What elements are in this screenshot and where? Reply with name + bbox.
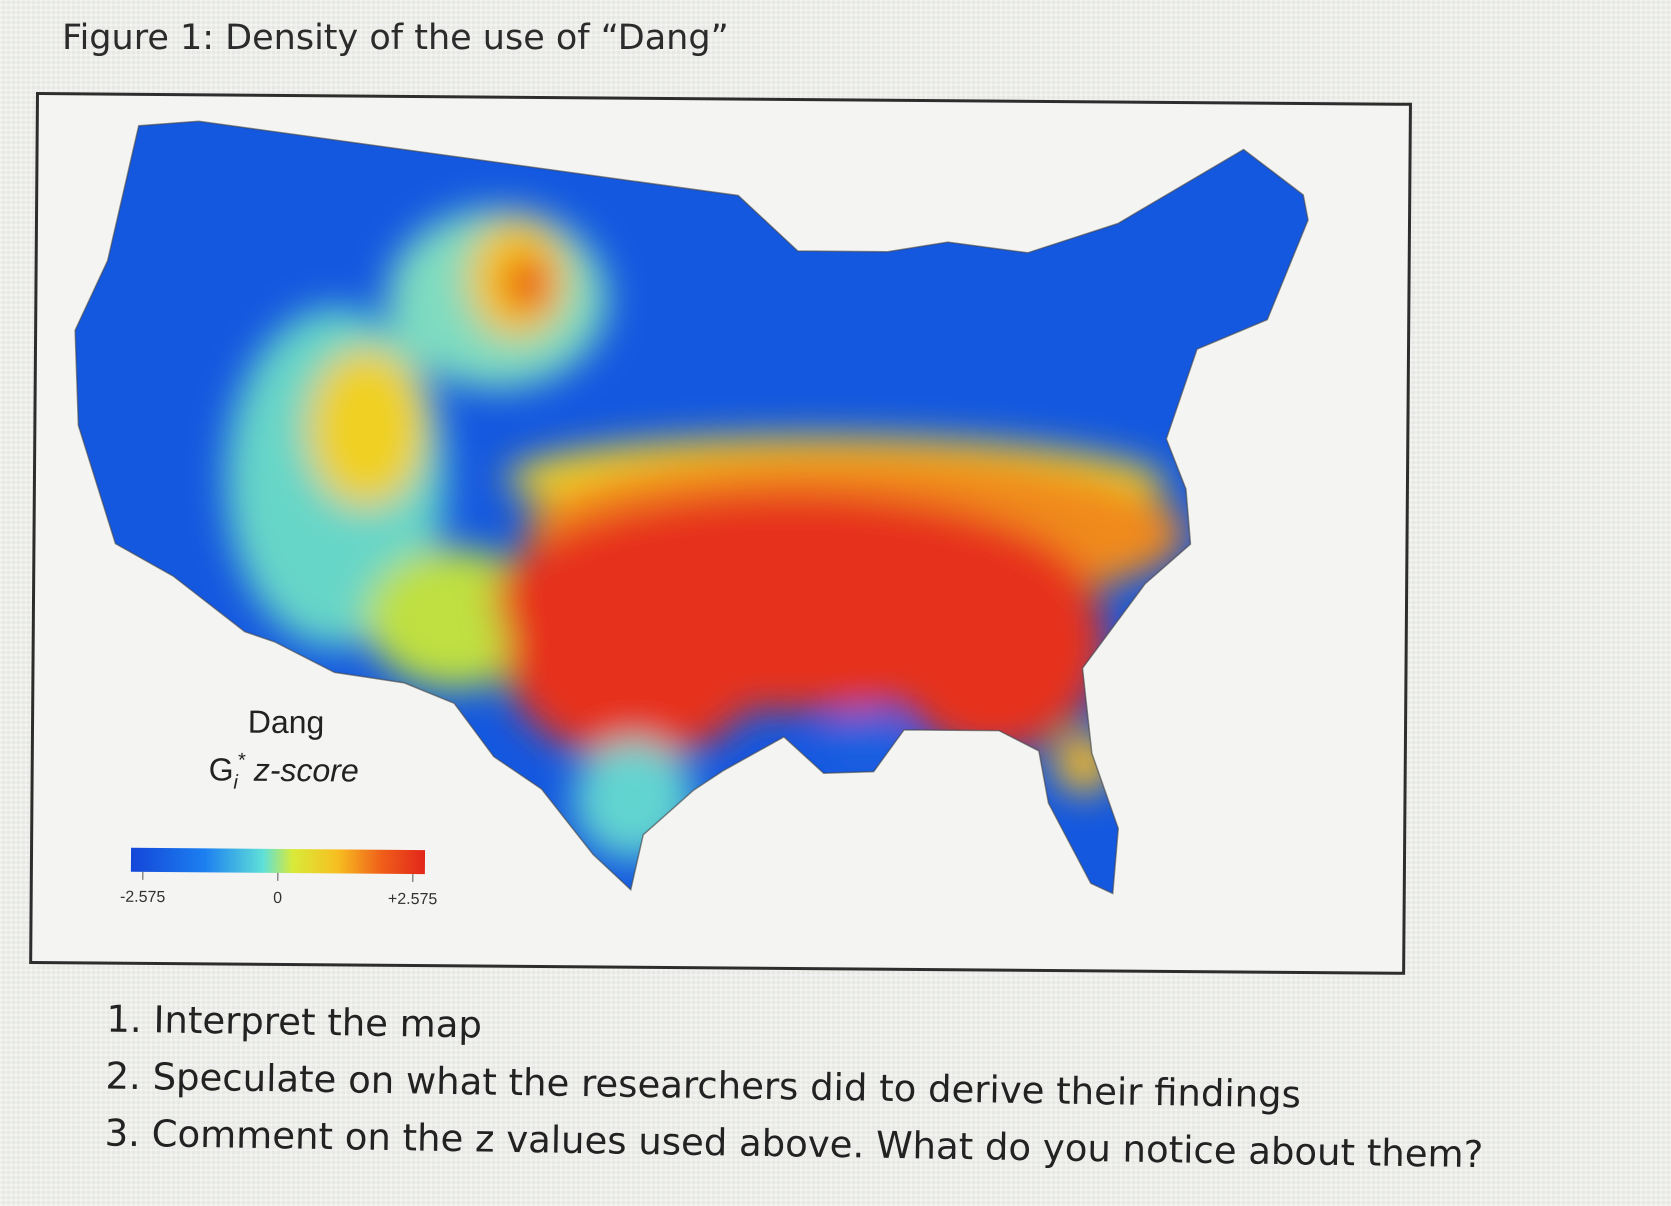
map-fill [70,120,1309,895]
figure-title: Figure 1: Density of the use of “Dang” [62,18,729,58]
colorbar-tick-label: 0 [273,890,282,907]
figure-frame: Dang Gi* z-score -2.575 0 +2.575 [29,92,1412,975]
question-list: Interpret the mapSpeculate on what the r… [69,990,1485,1183]
legend-subtitle-rest: z-score [253,752,359,789]
legend-subtitle-sup: * [238,750,246,772]
colorbar [130,847,426,875]
colorbar-tick-label: +2.575 [388,891,438,908]
colorbar-tick-label: -2.575 [120,889,166,906]
map-outline [74,120,1309,895]
legend-subtitle: Gi* z-score [208,749,358,794]
colorbar-ticks: -2.575 0 +2.575 [120,871,438,908]
legend-title: Dang [248,704,325,741]
legend-subtitle-sub: i [233,772,238,794]
map: Dang Gi* z-score -2.575 0 +2.575 [70,120,1309,908]
legend-subtitle-symbol: G [209,751,234,787]
